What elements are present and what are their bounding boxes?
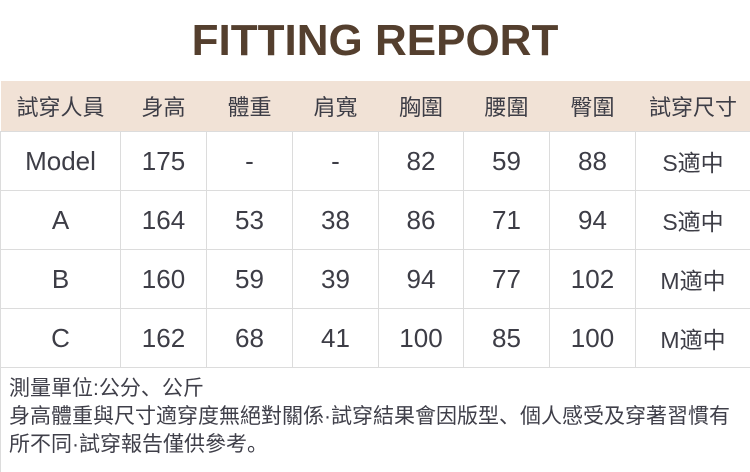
- cell-chest: 100: [378, 308, 464, 368]
- cell-weight: 59: [206, 249, 293, 309]
- cell-shoulder: 41: [292, 308, 379, 368]
- cell-tester: A: [0, 190, 121, 250]
- cell-shoulder: 39: [292, 249, 379, 309]
- cell-shoulder: 38: [292, 190, 379, 250]
- column-header-weight: 體重: [206, 81, 293, 132]
- measure-unit-note: 測量單位:公分、公斤: [9, 377, 204, 400]
- table-row-b: B 160 59 39 94 77 102 M適中: [0, 249, 750, 309]
- column-header-tester: 試穿人員: [0, 81, 121, 132]
- column-header-waist: 腰圍: [463, 81, 550, 132]
- cell-weight: 53: [206, 190, 293, 250]
- cell-height: 175: [120, 131, 207, 191]
- cell-size: S適中: [635, 190, 750, 250]
- cell-size: M適中: [635, 308, 750, 368]
- table-row-c: C 162 68 41 100 85 100 M適中: [0, 308, 750, 368]
- cell-chest: 82: [378, 131, 464, 191]
- cell-weight: 68: [206, 308, 293, 368]
- cell-hip: 94: [549, 190, 636, 250]
- cell-waist: 59: [463, 131, 550, 191]
- cell-shoulder: -: [292, 131, 379, 191]
- cell-waist: 71: [463, 190, 550, 250]
- cell-chest: 86: [378, 190, 464, 250]
- cell-hip: 88: [549, 131, 636, 191]
- cell-waist: 85: [463, 308, 550, 368]
- cell-size: S適中: [635, 131, 750, 191]
- header-row: 試穿人員 身高 體重 肩寬 胸圍 腰圍 臀圍 試穿尺寸: [0, 81, 750, 132]
- table-row-model: Model 175 - - 82 59 88 S適中: [0, 131, 750, 191]
- notes-cell: 測量單位:公分、公斤 身高體重與尺寸適穿度無絕對關係·試穿結果會因版型、個人感受…: [0, 367, 750, 472]
- cell-hip: 102: [549, 249, 636, 309]
- cell-hip: 100: [549, 308, 636, 368]
- disclaimer-note: 身高體重與尺寸適穿度無絕對關係·試穿結果會因版型、個人感受及穿著習慣有所不同·試…: [9, 405, 730, 456]
- fitting-table: 試穿人員 身高 體重 肩寬 胸圍 腰圍 臀圍 試穿尺寸 Model 175 - …: [0, 81, 750, 472]
- cell-tester: B: [0, 249, 121, 309]
- cell-tester: C: [0, 308, 121, 368]
- column-header-chest: 胸圍: [378, 81, 464, 132]
- page-title: FITTING REPORT: [191, 15, 559, 65]
- column-header-shoulder: 肩寬: [292, 81, 379, 132]
- column-header-hip: 臀圍: [549, 81, 636, 132]
- cell-height: 160: [120, 249, 207, 309]
- cell-chest: 94: [378, 249, 464, 309]
- cell-height: 162: [120, 308, 207, 368]
- cell-size: M適中: [635, 249, 750, 309]
- column-header-size: 試穿尺寸: [635, 81, 750, 132]
- cell-waist: 77: [463, 249, 550, 309]
- title-bar: FITTING REPORT: [0, 0, 750, 81]
- notes-row: 測量單位:公分、公斤 身高體重與尺寸適穿度無絕對關係·試穿結果會因版型、個人感受…: [0, 367, 750, 472]
- cell-height: 164: [120, 190, 207, 250]
- cell-tester: Model: [0, 131, 121, 191]
- column-header-height: 身高: [120, 81, 207, 132]
- cell-weight: -: [206, 131, 293, 191]
- table-row-a: A 164 53 38 86 71 94 S適中: [0, 190, 750, 250]
